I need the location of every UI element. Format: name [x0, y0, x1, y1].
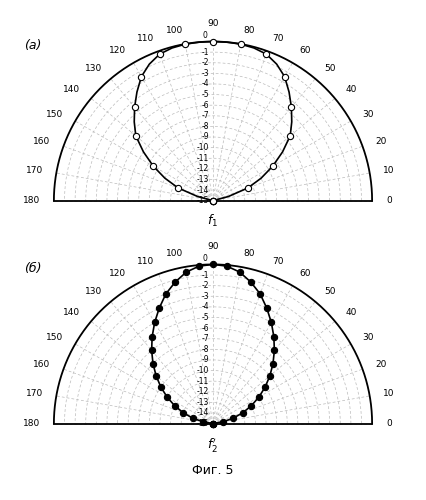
- Text: 50: 50: [324, 286, 336, 296]
- Text: -3: -3: [201, 292, 209, 300]
- Text: 170: 170: [26, 389, 43, 398]
- Text: 100: 100: [166, 26, 183, 35]
- Text: 50: 50: [324, 64, 336, 72]
- Text: 30: 30: [363, 110, 374, 118]
- Text: -12: -12: [196, 387, 209, 396]
- Text: 170: 170: [26, 166, 43, 175]
- Text: 30: 30: [363, 332, 374, 342]
- Text: 90: 90: [207, 242, 219, 250]
- Text: 160: 160: [33, 137, 51, 146]
- Text: 80: 80: [243, 26, 254, 35]
- Text: -14: -14: [196, 408, 209, 418]
- Text: -1: -1: [201, 48, 209, 56]
- Text: 120: 120: [109, 270, 127, 278]
- Text: 120: 120: [109, 46, 127, 56]
- Text: 180: 180: [23, 196, 40, 205]
- Text: 0: 0: [203, 31, 208, 40]
- Text: $f_1$: $f_1$: [207, 214, 219, 230]
- Text: 40: 40: [345, 85, 357, 94]
- Text: 20: 20: [375, 360, 387, 369]
- Text: 0: 0: [386, 419, 391, 428]
- Text: 70: 70: [272, 256, 284, 266]
- Text: -15: -15: [196, 196, 209, 205]
- Text: 0: 0: [386, 196, 391, 205]
- Text: 0: 0: [203, 254, 208, 263]
- Text: -3: -3: [201, 69, 209, 78]
- Text: $f_2'$: $f_2'$: [207, 436, 219, 454]
- Text: 130: 130: [85, 64, 102, 72]
- Text: 110: 110: [137, 34, 154, 42]
- Text: -10: -10: [196, 366, 209, 375]
- Text: -11: -11: [196, 154, 209, 162]
- Text: (б): (б): [24, 262, 42, 276]
- Text: 100: 100: [166, 249, 183, 258]
- Text: 20: 20: [375, 137, 387, 146]
- Text: 70: 70: [272, 34, 284, 42]
- Text: 150: 150: [46, 332, 63, 342]
- Text: -2: -2: [201, 281, 209, 290]
- Text: 140: 140: [63, 308, 81, 317]
- Text: 40: 40: [345, 308, 357, 317]
- Text: -10: -10: [196, 143, 209, 152]
- Text: -12: -12: [196, 164, 209, 173]
- Text: 110: 110: [137, 256, 154, 266]
- Text: -6: -6: [201, 324, 209, 332]
- Text: -4: -4: [201, 302, 209, 312]
- Text: -5: -5: [201, 90, 209, 99]
- Text: -5: -5: [201, 313, 209, 322]
- Text: Фиг. 5: Фиг. 5: [192, 464, 234, 477]
- Text: -15: -15: [196, 419, 209, 428]
- Text: -13: -13: [196, 175, 209, 184]
- Text: 150: 150: [46, 110, 63, 118]
- Text: 10: 10: [383, 389, 395, 398]
- Text: -14: -14: [196, 186, 209, 194]
- Text: 140: 140: [63, 85, 81, 94]
- Text: -4: -4: [201, 80, 209, 88]
- Text: -11: -11: [196, 376, 209, 386]
- Text: 80: 80: [243, 249, 254, 258]
- Text: -8: -8: [201, 122, 209, 131]
- Text: -8: -8: [201, 345, 209, 354]
- Text: -13: -13: [196, 398, 209, 407]
- Text: -1: -1: [201, 270, 209, 280]
- Text: -9: -9: [201, 132, 209, 141]
- Text: 10: 10: [383, 166, 395, 175]
- Text: -7: -7: [201, 112, 209, 120]
- Text: 60: 60: [299, 46, 311, 56]
- Text: 90: 90: [207, 18, 219, 28]
- Text: 180: 180: [23, 419, 40, 428]
- Text: (а): (а): [24, 40, 42, 52]
- Text: -9: -9: [201, 356, 209, 364]
- Text: -2: -2: [201, 58, 209, 67]
- Text: 60: 60: [299, 270, 311, 278]
- Text: -7: -7: [201, 334, 209, 343]
- Text: -6: -6: [201, 100, 209, 110]
- Text: 130: 130: [85, 286, 102, 296]
- Text: 160: 160: [33, 360, 51, 369]
